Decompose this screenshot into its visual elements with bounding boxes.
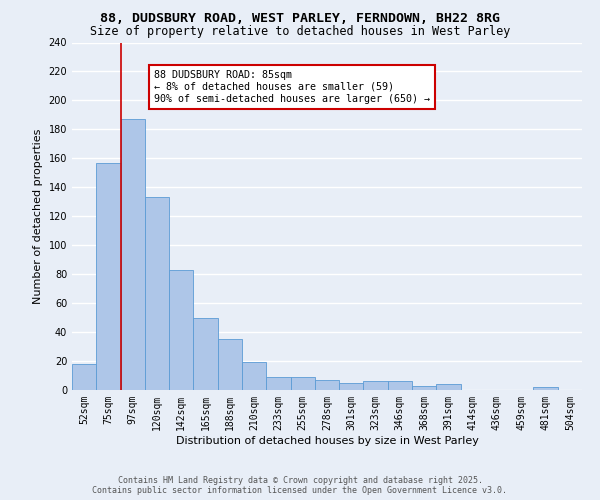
Bar [339,383,364,390]
Text: 88 DUDSBURY ROAD: 85sqm
← 8% of detached houses are smaller (59)
90% of semi-det: 88 DUDSBURY ROAD: 85sqm ← 8% of detached… [154,70,430,104]
Bar [412,386,436,390]
Bar [169,270,193,390]
Y-axis label: Number of detached properties: Number of detached properties [33,128,43,304]
Bar [533,387,558,390]
Bar [96,162,121,390]
Text: 88, DUDSBURY ROAD, WEST PARLEY, FERNDOWN, BH22 8RG: 88, DUDSBURY ROAD, WEST PARLEY, FERNDOWN… [100,12,500,26]
Bar [315,380,339,390]
Bar [388,382,412,390]
Bar [145,198,169,390]
Bar [242,362,266,390]
Bar [121,119,145,390]
Text: Contains HM Land Registry data © Crown copyright and database right 2025.
Contai: Contains HM Land Registry data © Crown c… [92,476,508,495]
Bar [218,340,242,390]
Bar [436,384,461,390]
Bar [193,318,218,390]
Text: Size of property relative to detached houses in West Parley: Size of property relative to detached ho… [90,25,510,38]
Bar [266,377,290,390]
Bar [290,377,315,390]
Bar [364,382,388,390]
X-axis label: Distribution of detached houses by size in West Parley: Distribution of detached houses by size … [176,436,478,446]
Bar [72,364,96,390]
